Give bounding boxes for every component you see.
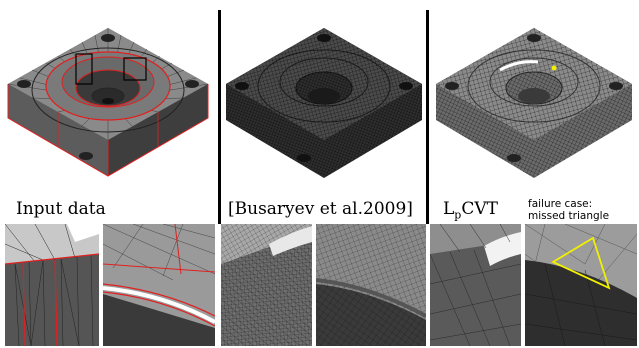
caption-lpcvt-main: L	[443, 199, 455, 219]
zoom-busaryev-1	[221, 224, 312, 346]
column-divider-left	[218, 10, 221, 224]
zoom-lpcvt-failure	[525, 224, 637, 346]
caption-input-data: Input data	[16, 199, 106, 219]
column-divider-right	[426, 10, 429, 224]
failure-note: failure case: missed triangle	[528, 198, 609, 222]
caption-busaryev: [Busaryev et al.2009]	[228, 199, 413, 219]
caption-lpcvt-sub: p	[454, 208, 462, 222]
failure-note-line1: failure case:	[528, 198, 593, 210]
input-model-render	[2, 8, 214, 196]
zoom-input-1	[5, 224, 99, 346]
caption-lpcvt-tail: CVT	[461, 199, 498, 219]
missed-triangle-outline	[551, 236, 611, 290]
lpcvt-model-render	[432, 8, 637, 196]
failure-note-line2: missed triangle	[528, 210, 610, 222]
busaryev-model-render	[222, 8, 426, 196]
zoom-input-2	[103, 224, 215, 346]
caption-lpcvt: LpCVT	[443, 199, 498, 221]
zoom-lpcvt-1	[430, 224, 521, 346]
zoom-busaryev-2	[316, 224, 426, 346]
